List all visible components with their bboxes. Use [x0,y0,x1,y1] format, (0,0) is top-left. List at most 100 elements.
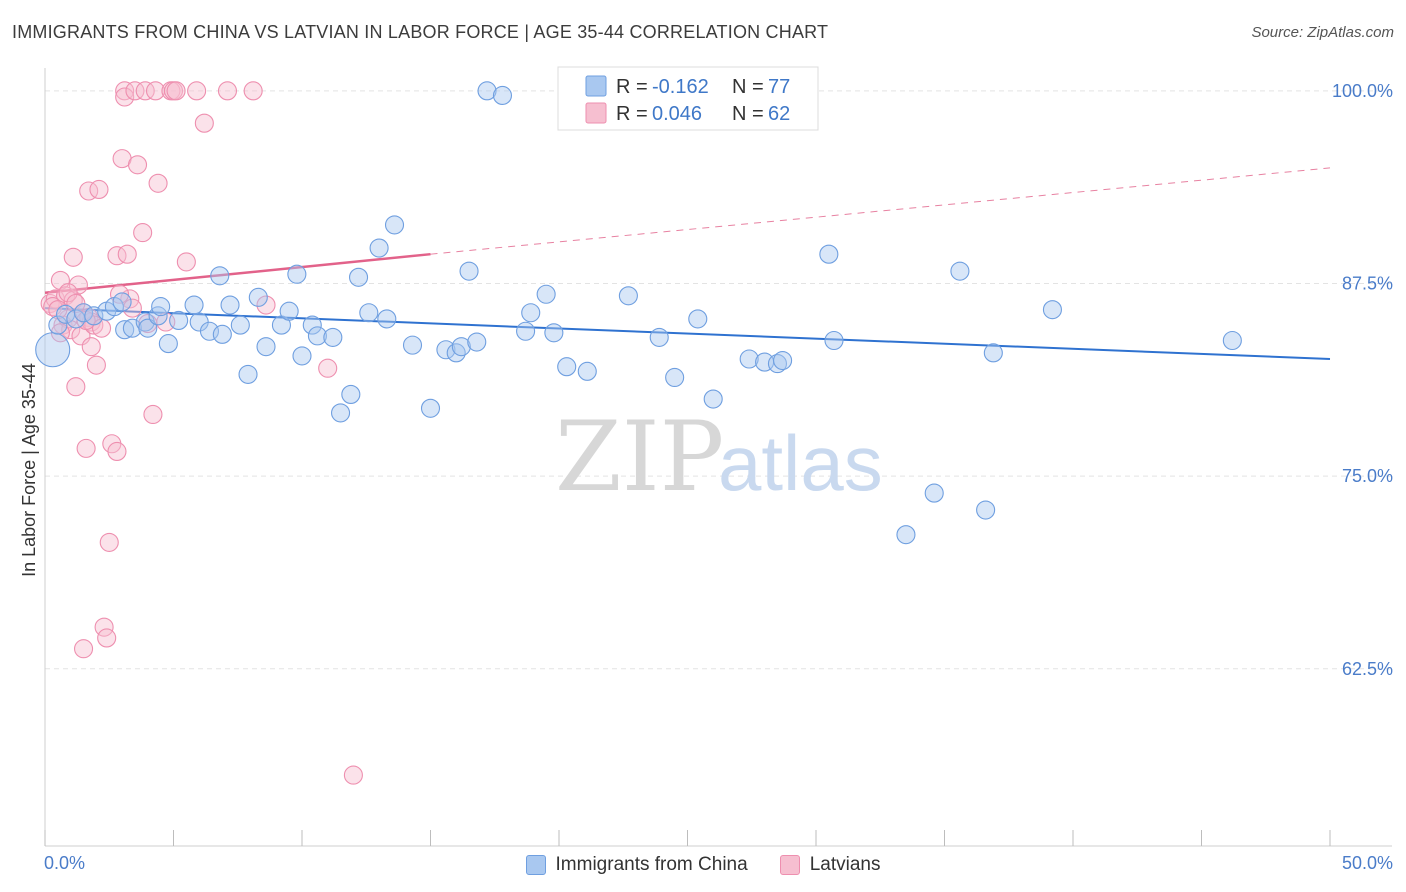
point-china-17 [184,295,204,315]
point-latvian-40 [148,173,168,193]
y-tick-labels: 62.5% 75.0% 87.5% 100.0% [1332,81,1393,679]
y-tick-label-0: 62.5% [1342,659,1393,679]
point-latvian-15 [79,181,99,201]
legend-n-value-latvian: 62 [768,103,790,125]
y-axis-label: In Labor Force | Age 35-44 [19,363,39,577]
point-china-38 [369,238,389,258]
point-latvian-17 [81,337,101,357]
point-china-32 [307,326,327,346]
point-china-64 [773,350,793,371]
point-china-37 [359,303,379,323]
legend-n-label-china: N = [732,76,764,98]
point-china-1 [48,315,68,335]
point-latvian-24 [99,532,119,552]
chart-title: IMMIGRANTS FROM CHINA VS LATVIAN IN LABO… [12,22,829,42]
legend-n-value-china: 77 [768,76,790,98]
point-latvian-8 [63,247,83,267]
point-china-56 [618,286,638,306]
point-china-29 [287,264,307,284]
point-latvian-29 [115,81,135,101]
point-china-53 [544,323,564,343]
point-china-51 [521,303,541,323]
point-latvian-61 [109,284,130,304]
point-latvian-10 [68,275,88,295]
watermark-atlas: atlas [718,419,883,507]
point-china-23 [230,315,250,335]
trend-line-latvians-projected [430,167,1331,255]
point-china-58 [665,367,685,388]
x-tick-label-0: 0.0% [44,853,85,873]
point-latvian-52 [343,765,363,785]
point-latvian-34 [127,155,148,175]
point-china-12 [138,318,158,338]
data-points [35,81,1242,785]
point-china-25 [248,287,268,307]
point-latvian-9 [66,377,86,397]
legend-label-china: Immigrants from China [555,854,748,875]
point-china-48 [477,81,497,101]
point-latvian-46 [187,81,207,101]
source-credit: Source: ZipAtlas.com [1251,24,1394,41]
point-latvian-31 [117,244,137,264]
legend-item-china[interactable]: Immigrants from China [525,851,748,879]
x-tick-label-1: 50.0% [1342,853,1393,873]
point-latvian-2 [50,270,70,290]
point-latvian-45 [176,252,196,272]
trend-line-latvians [44,252,431,294]
point-latvian-33 [125,81,145,101]
legend-swatch-latvian-bottom [779,855,800,875]
point-china-69 [924,483,944,503]
point-china-67 [824,330,844,351]
point-china-59 [688,309,708,329]
point-china-55 [577,361,597,381]
legend-item-latvians[interactable]: Latvians [779,851,880,879]
point-china-30 [292,346,312,366]
watermark: ZIP atlas [555,401,883,513]
point-china-44 [446,343,466,363]
point-latvian-14 [76,438,96,458]
point-china-57 [649,327,669,347]
point-china-36 [348,267,369,287]
y-tick-label-3: 100.0% [1332,81,1393,101]
legend-r-value-latvian: 0.046 [652,103,702,125]
point-china-31 [302,315,322,335]
point-china-45 [451,337,471,357]
point-china-28 [279,301,299,321]
point-china-20 [210,266,230,286]
point-china-24 [238,364,258,384]
legend-n-label-latvian: N = [732,103,764,125]
point-china-26 [256,337,276,357]
point-china-50 [516,321,536,341]
point-china-49 [492,85,513,105]
trend-lines [44,167,1331,360]
point-china-72 [983,343,1003,363]
point-china-74 [1222,330,1242,351]
point-latvian-55 [58,283,78,303]
point-latvian-26 [107,246,127,266]
point-china-40 [384,215,405,235]
correlation-legend: R = -0.162 N = 77 R = 0.046 N = 62 [557,66,819,131]
point-china-21 [212,324,232,344]
point-latvian-21 [89,179,109,200]
legend-swatch-latvian [585,102,607,124]
point-china-66 [819,244,839,264]
point-latvian-38 [143,404,163,425]
legend-swatch-china [585,75,607,97]
point-china-39 [377,309,397,329]
point-latvian-23 [97,628,117,648]
point-china-68 [896,525,916,545]
point-china-35 [341,384,361,404]
point-china-5 [84,306,104,326]
point-china-41 [402,335,423,355]
point-latvian-27 [107,441,127,462]
point-china-15 [158,334,178,354]
legend-swatch-china-bottom [525,855,546,875]
point-latvian-48 [217,81,238,101]
point-latvian-35 [133,223,153,243]
point-latvian-44 [166,81,186,101]
point-latvian-49 [243,81,263,101]
point-china-46 [459,261,479,281]
trend-line-china [44,307,1331,360]
point-china-61 [739,349,759,369]
